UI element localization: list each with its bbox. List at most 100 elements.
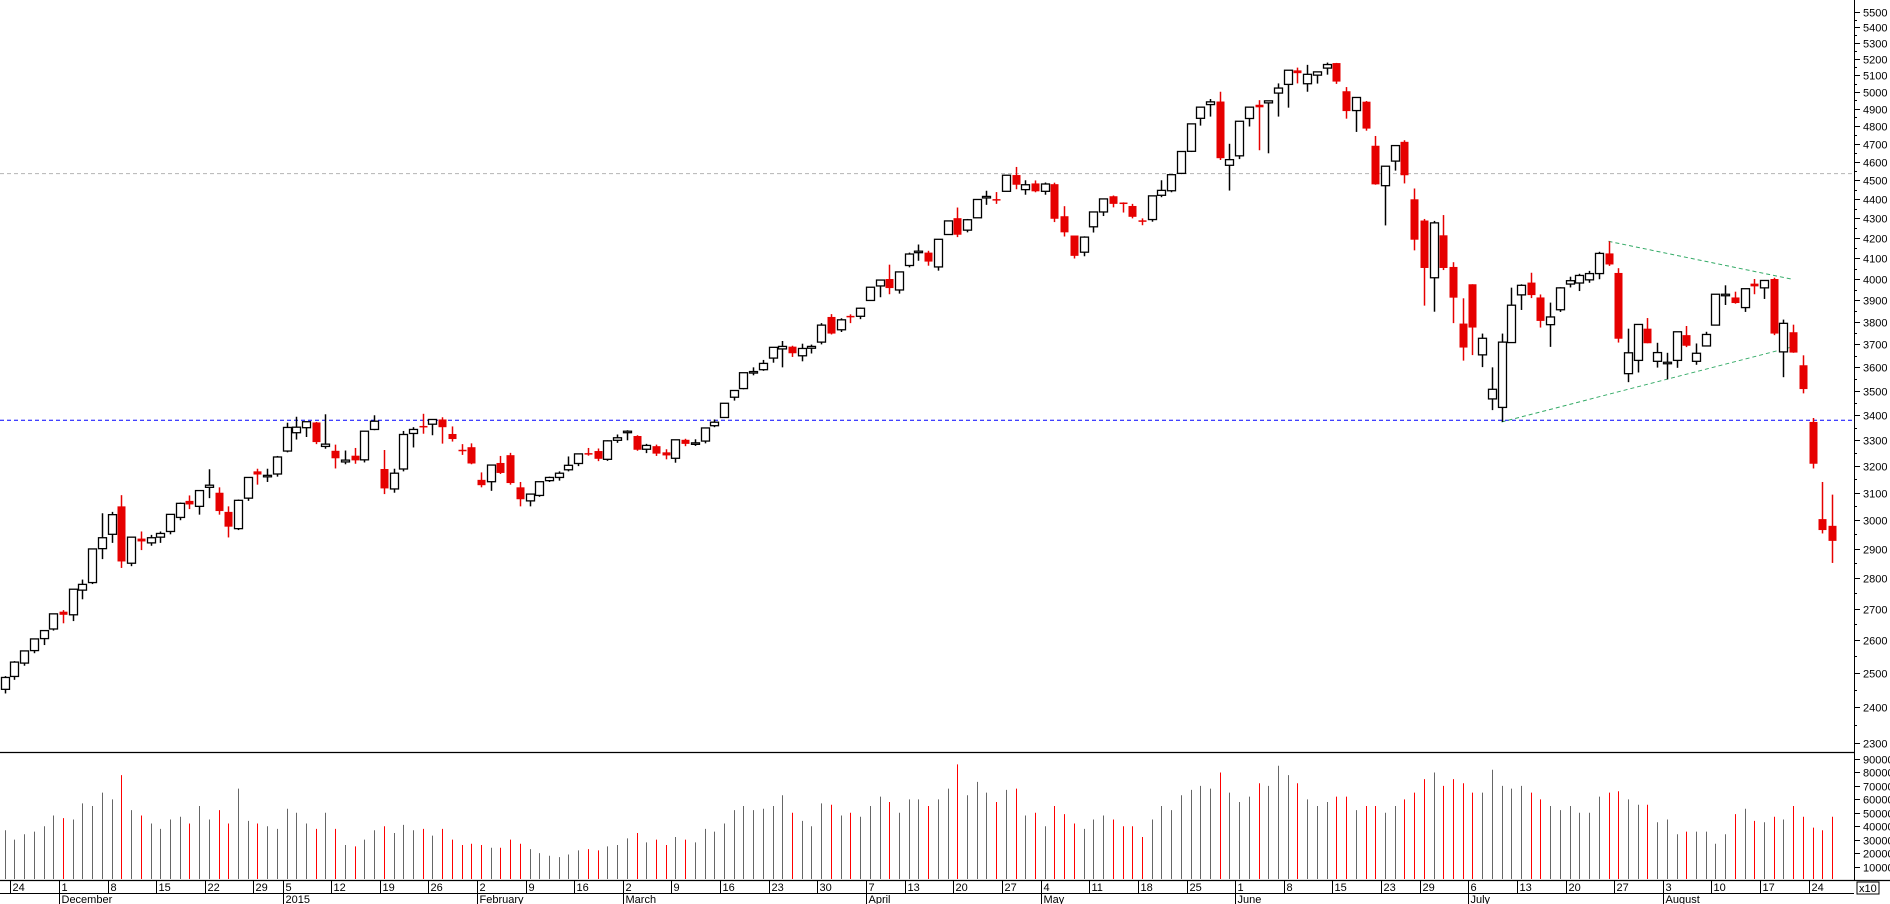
candle (700, 427, 711, 444)
price-tick-label: 3200 (1863, 462, 1887, 474)
candle-body (1633, 323, 1644, 362)
candle-body (262, 474, 273, 478)
week-label: 29 (1423, 882, 1435, 894)
price-tick-label: 3400 (1863, 411, 1887, 423)
candle (29, 638, 40, 654)
candle-body (312, 422, 321, 443)
candle-body (1205, 101, 1216, 106)
candle-body (359, 430, 370, 461)
candle-body (165, 513, 176, 533)
candle (594, 448, 603, 462)
candle (1818, 481, 1827, 534)
price-tick-label: 4300 (1863, 214, 1887, 226)
candle-body (836, 319, 847, 331)
candle-body (243, 476, 254, 499)
candle-body (1477, 337, 1488, 356)
candle-body (1536, 297, 1545, 321)
candle (1633, 323, 1644, 373)
candle-body (719, 402, 730, 419)
candle-body (458, 449, 467, 452)
candle (641, 443, 652, 454)
price-tick-label: 3900 (1863, 296, 1887, 308)
candle (408, 427, 419, 448)
price-tick-label: 2900 (1863, 545, 1887, 557)
candle-body (1429, 222, 1440, 279)
candle-body (126, 536, 137, 564)
candle-body (1400, 141, 1409, 176)
triangle-trend-line (1608, 240, 1794, 280)
candle-body (652, 446, 661, 454)
candle (1594, 251, 1605, 280)
candle-body (1789, 332, 1798, 353)
candle-body (573, 453, 584, 465)
volume-tick-label: 10000 (1863, 863, 1890, 875)
candle (953, 207, 962, 238)
candle-body (1263, 100, 1274, 104)
candle (1020, 180, 1031, 195)
volume-tick-label: 40000 (1863, 822, 1890, 834)
candle (1497, 333, 1508, 422)
candle-body (1614, 272, 1623, 339)
candle-body (1662, 361, 1673, 365)
candle (0, 676, 11, 694)
candle-body (137, 538, 146, 542)
candle-body (1312, 71, 1323, 76)
week-label: 8 (111, 882, 117, 894)
week-label: 19 (383, 882, 395, 894)
price-tick-label: 3800 (1863, 318, 1887, 330)
candle (1701, 331, 1712, 347)
week-label: 30 (820, 882, 832, 894)
candle (1682, 325, 1691, 348)
candle-body (894, 271, 905, 291)
candle-body (525, 493, 536, 502)
candle (827, 314, 836, 335)
candle-body (1701, 333, 1712, 347)
candle (331, 444, 340, 469)
candle-body (398, 433, 409, 470)
candle (788, 345, 797, 357)
candle-body (729, 389, 740, 398)
candle (748, 367, 759, 376)
candle (175, 502, 186, 521)
candle (563, 456, 574, 472)
price-tick-label: 3300 (1863, 436, 1887, 448)
candle (1362, 101, 1371, 131)
candle (1574, 273, 1585, 292)
candle (1098, 198, 1109, 217)
volume-unit-label: x10 (1859, 883, 1877, 895)
candle (1312, 71, 1323, 84)
candle-body (1302, 73, 1313, 85)
candle (1614, 268, 1623, 343)
candle (806, 344, 817, 354)
month-label: May (1044, 894, 1065, 904)
candle-body (1138, 220, 1147, 222)
candle (768, 346, 779, 363)
candle (1652, 342, 1663, 368)
candle (458, 444, 467, 455)
candle (1050, 182, 1059, 223)
candle-body (748, 370, 759, 374)
candle (1322, 62, 1333, 75)
week-label: 3 (1666, 882, 1672, 894)
price-tick-label: 4700 (1863, 140, 1887, 152)
week-label: 9 (529, 882, 535, 894)
candle (612, 434, 623, 443)
candle (1234, 120, 1245, 160)
candle-body (855, 307, 866, 317)
candle (865, 286, 876, 302)
candle (419, 413, 428, 434)
candle-body (1351, 96, 1362, 112)
candle (797, 343, 808, 362)
candle (320, 414, 331, 449)
candle (1371, 135, 1380, 185)
candle (846, 314, 855, 324)
candle (1545, 302, 1556, 347)
candle-body (77, 583, 88, 591)
candle-body (427, 418, 438, 425)
candle (59, 610, 68, 624)
candle-body (1439, 235, 1448, 268)
candle-body (1555, 287, 1566, 311)
week-label: 20 (1569, 882, 1581, 894)
candle (1255, 100, 1264, 151)
candle (1770, 277, 1779, 336)
